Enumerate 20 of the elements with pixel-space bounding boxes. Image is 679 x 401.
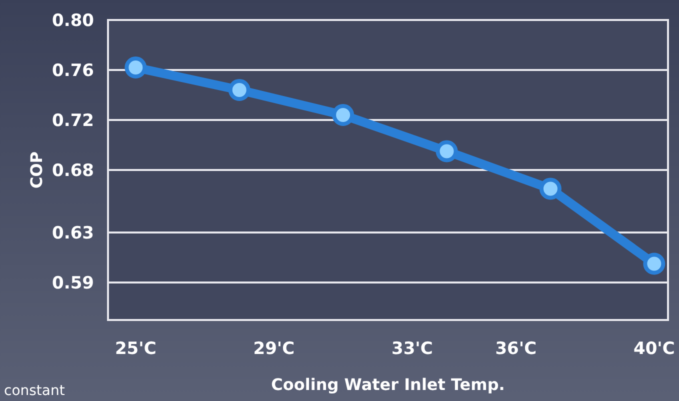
y-tick-label: 0.76 xyxy=(52,60,94,81)
point xyxy=(332,104,354,126)
x-tick-label: 29'C xyxy=(253,339,295,359)
y-tick-label: 0.59 xyxy=(52,273,94,294)
point xyxy=(124,56,147,78)
x-tick-label: 33'C xyxy=(392,339,433,359)
y-tick-label: 0.68 xyxy=(52,160,94,181)
y-tick-label: 0.63 xyxy=(52,223,94,244)
point xyxy=(539,178,562,200)
y-tick-label: 0.72 xyxy=(52,110,94,131)
text: constant xyxy=(4,383,66,399)
point xyxy=(228,79,250,101)
y-axis-title: COP xyxy=(27,151,46,189)
y-tick-label: 0.80 xyxy=(52,10,94,31)
x-tick-label: 36'C xyxy=(495,339,537,359)
x-axis-title: Cooling Water Inlet Temp. xyxy=(271,375,505,394)
x-tick-label: 25'C xyxy=(114,339,156,359)
point xyxy=(436,140,458,162)
x-tick-label: 40'C xyxy=(634,339,675,359)
point xyxy=(643,252,666,275)
